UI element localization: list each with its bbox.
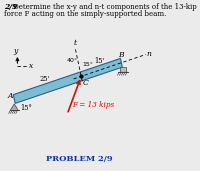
Text: 15°: 15° [83, 62, 94, 67]
Text: 40°: 40° [67, 58, 78, 63]
Text: A: A [8, 92, 13, 100]
Text: 25': 25' [39, 75, 50, 83]
Text: force F acting on the simply-supported beam.: force F acting on the simply-supported b… [4, 10, 166, 17]
Text: C: C [83, 79, 89, 87]
Text: Determine the x-y and n-t components of the 13-kip: Determine the x-y and n-t components of … [11, 3, 197, 11]
Text: t: t [73, 39, 77, 47]
Text: n: n [147, 50, 152, 58]
Polygon shape [13, 58, 122, 103]
Text: B: B [118, 51, 124, 59]
Text: y: y [13, 47, 17, 55]
Text: 2/9: 2/9 [4, 3, 17, 11]
Polygon shape [120, 67, 126, 72]
Text: 15°: 15° [21, 104, 32, 112]
Text: F = 13 kips: F = 13 kips [72, 101, 114, 109]
Text: 15': 15' [95, 57, 105, 65]
Polygon shape [10, 104, 18, 110]
Text: x: x [29, 62, 34, 70]
Text: PROBLEM 2/9: PROBLEM 2/9 [46, 155, 113, 163]
